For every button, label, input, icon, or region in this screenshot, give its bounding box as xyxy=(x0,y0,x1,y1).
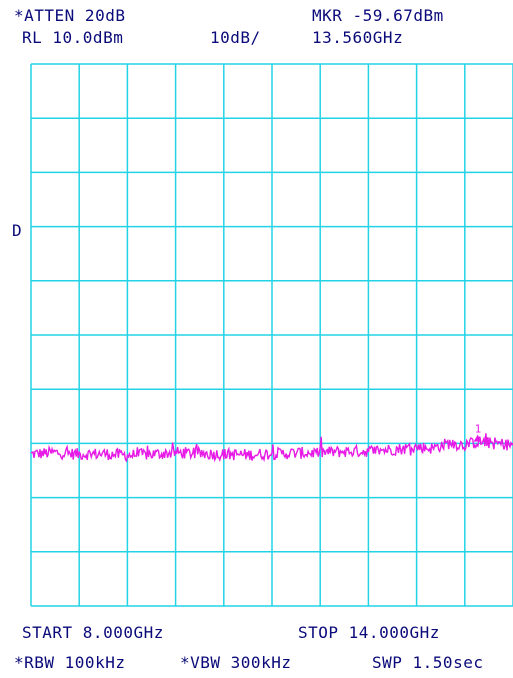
marker-point xyxy=(473,434,482,442)
spectrum-trace xyxy=(30,433,513,463)
scale-label: 10dB/ xyxy=(210,28,261,47)
reference-level-label: RL 10.0dBm xyxy=(22,28,124,47)
marker-frequency-label: 13.560GHz xyxy=(312,28,404,47)
display-line-indicator: D xyxy=(12,221,23,240)
marker-label: 1 xyxy=(475,423,482,436)
graticule xyxy=(30,63,513,607)
sweep-time-label: SWP 1.50sec xyxy=(372,653,484,672)
marker-level-label: MKR -59.67dBm xyxy=(312,6,444,25)
attenuation-label: *ATTEN 20dB xyxy=(14,6,126,25)
start-frequency-label: START 8.000GHz xyxy=(22,623,164,642)
rbw-label: *RBW 100kHz xyxy=(14,653,126,672)
trace-layer xyxy=(30,433,513,463)
vbw-label: *VBW 300kHz xyxy=(180,653,292,672)
marker-layer: 1 xyxy=(473,423,482,442)
stop-frequency-label: STOP 14.000GHz xyxy=(298,623,440,642)
